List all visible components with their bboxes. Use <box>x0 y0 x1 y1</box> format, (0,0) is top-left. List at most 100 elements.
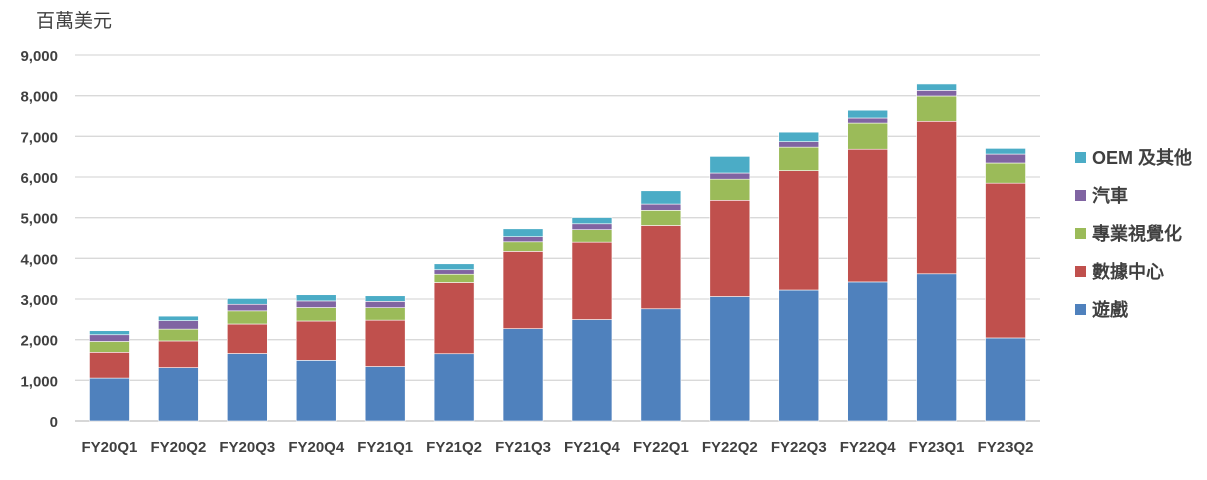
bar-segment-FY22Q1-2 <box>640 210 682 226</box>
bar-segment-FY21Q2-1 <box>433 282 475 355</box>
x-tick-label: FY22Q4 <box>840 439 897 456</box>
bar-segment-FY22Q2-3 <box>709 172 751 180</box>
bar-segment-FY21Q1-0 <box>364 366 406 422</box>
bar-segment-FY23Q1-0 <box>916 273 957 422</box>
y-tick-label: 6,000 <box>20 170 58 187</box>
legend-swatch <box>1075 228 1086 239</box>
bar-segment-FY20Q1-1 <box>89 352 130 379</box>
bar-segment-FY23Q2-4 <box>985 148 1026 155</box>
bar-segment-FY20Q1-4 <box>89 330 130 336</box>
x-tick-label: FY21Q3 <box>495 439 551 456</box>
bar-segment-FY21Q4-4 <box>571 217 613 225</box>
bar-segment-FY20Q3-3 <box>227 303 268 312</box>
x-tick-label: FY21Q2 <box>426 439 482 456</box>
y-tick-label: 8,000 <box>20 89 58 106</box>
bar-segment-FY20Q1-3 <box>89 334 130 342</box>
bar-segment-FY21Q1-1 <box>364 319 406 367</box>
x-tick-label: FY20Q1 <box>82 439 138 456</box>
y-axis-unit-label: 百萬美元 <box>36 10 112 32</box>
bar-segment-FY23Q2-1 <box>985 182 1026 339</box>
bar-segment-FY20Q3-0 <box>227 353 268 422</box>
bar-segment-FY21Q4-1 <box>571 241 613 320</box>
bar-segment-FY20Q3-1 <box>227 323 268 354</box>
y-tick-label: 0 <box>50 414 58 431</box>
legend-label: 遊戲 <box>1092 299 1129 320</box>
x-tick-label: FY22Q3 <box>771 439 827 456</box>
bar-segment-FY22Q1-1 <box>640 225 682 310</box>
y-tick-label: 1,000 <box>20 373 58 390</box>
x-tick-label: FY23Q1 <box>909 439 965 456</box>
x-tick-label: FY22Q1 <box>633 439 689 456</box>
x-tick-label: FY20Q4 <box>288 439 345 456</box>
bar-segment-FY22Q2-1 <box>709 200 751 297</box>
bar-segment-FY22Q3-1 <box>778 170 820 291</box>
bar-segment-FY20Q4-4 <box>295 294 337 302</box>
bar-segment-FY20Q1-0 <box>89 377 130 422</box>
y-tick-label: 3,000 <box>20 292 58 309</box>
bar-segment-FY23Q1-2 <box>916 95 957 122</box>
bar-segment-FY21Q3-0 <box>502 328 544 422</box>
legend-label: OEM 及其他 <box>1092 147 1192 168</box>
bar-segment-FY22Q4-4 <box>847 109 888 119</box>
bar-segment-FY22Q1-4 <box>640 190 682 205</box>
bar-segment-FY22Q4-2 <box>847 122 888 150</box>
legend-swatch <box>1075 152 1086 163</box>
bar-segment-FY20Q4-3 <box>295 300 337 308</box>
legend-swatch <box>1075 190 1086 201</box>
bar-segment-FY20Q2-2 <box>158 328 199 342</box>
bar-segment-FY23Q2-3 <box>985 153 1026 164</box>
bar-segment-FY21Q2-3 <box>433 269 475 275</box>
y-tick-label: 4,000 <box>20 251 58 268</box>
bar-segment-FY22Q4-0 <box>847 281 888 422</box>
bar-segment-FY21Q1-4 <box>364 295 406 302</box>
bar-segment-FY21Q4-2 <box>571 229 613 243</box>
x-tick-label: FY20Q2 <box>150 439 206 456</box>
bar-segment-FY20Q4-2 <box>295 307 337 322</box>
y-tick-label: 5,000 <box>20 211 58 228</box>
bar-segment-FY22Q3-2 <box>778 146 820 171</box>
bar-segment-FY21Q1-3 <box>364 301 406 308</box>
bar-segment-FY21Q3-1 <box>502 251 544 329</box>
bar-segment-FY22Q3-0 <box>778 289 820 422</box>
bar-segment-FY20Q2-1 <box>158 340 199 368</box>
bar-segment-FY21Q2-4 <box>433 263 475 271</box>
bar-segment-FY22Q4-3 <box>847 117 888 124</box>
y-tick-label: 2,000 <box>20 333 58 350</box>
y-tick-label: 9,000 <box>20 48 58 65</box>
legend-swatch <box>1075 304 1086 315</box>
bar-segment-FY21Q2-2 <box>433 273 475 283</box>
bar-segment-FY21Q3-4 <box>502 228 544 237</box>
bar-segment-FY22Q2-4 <box>709 156 751 174</box>
bar-segment-FY21Q1-2 <box>364 307 406 321</box>
bar-segment-FY22Q3-3 <box>778 141 820 148</box>
bar-segment-FY20Q3-4 <box>227 298 268 305</box>
bar-segment-FY21Q2-0 <box>433 353 475 422</box>
bar-segment-FY23Q2-0 <box>985 337 1026 422</box>
bar-segment-FY21Q3-2 <box>502 241 544 252</box>
bar-segment-FY22Q2-2 <box>709 178 751 201</box>
bar-segment-FY20Q4-1 <box>295 320 337 361</box>
bar-segment-FY20Q2-0 <box>158 367 199 422</box>
legend-label: 專業視覺化 <box>1092 223 1182 244</box>
legend-label: 數據中心 <box>1092 261 1164 282</box>
bar-segment-FY23Q2-2 <box>985 162 1026 184</box>
x-tick-label: FY21Q4 <box>564 439 621 456</box>
bar-segment-FY20Q2-4 <box>158 315 199 321</box>
bar-segment-FY20Q2-3 <box>158 320 199 330</box>
x-tick-label: FY21Q1 <box>357 439 413 456</box>
bar-segment-FY21Q3-3 <box>502 236 544 243</box>
bar-segment-FY22Q1-3 <box>640 203 682 211</box>
bar-segment-FY22Q4-1 <box>847 148 888 283</box>
bar-segment-FY22Q2-0 <box>709 296 751 422</box>
x-tick-label: FY22Q2 <box>702 439 758 456</box>
bar-segment-FY22Q1-0 <box>640 308 682 422</box>
x-tick-label: FY20Q3 <box>219 439 275 456</box>
bar-segment-FY23Q1-3 <box>916 90 957 97</box>
bar-segment-FY21Q4-0 <box>571 319 613 422</box>
bar-segment-FY20Q3-2 <box>227 310 268 325</box>
legend-swatch <box>1075 266 1086 277</box>
bar-segment-FY21Q4-3 <box>571 223 613 230</box>
bar-segment-FY22Q3-4 <box>778 131 820 142</box>
bar-segment-FY20Q4-0 <box>295 360 337 422</box>
